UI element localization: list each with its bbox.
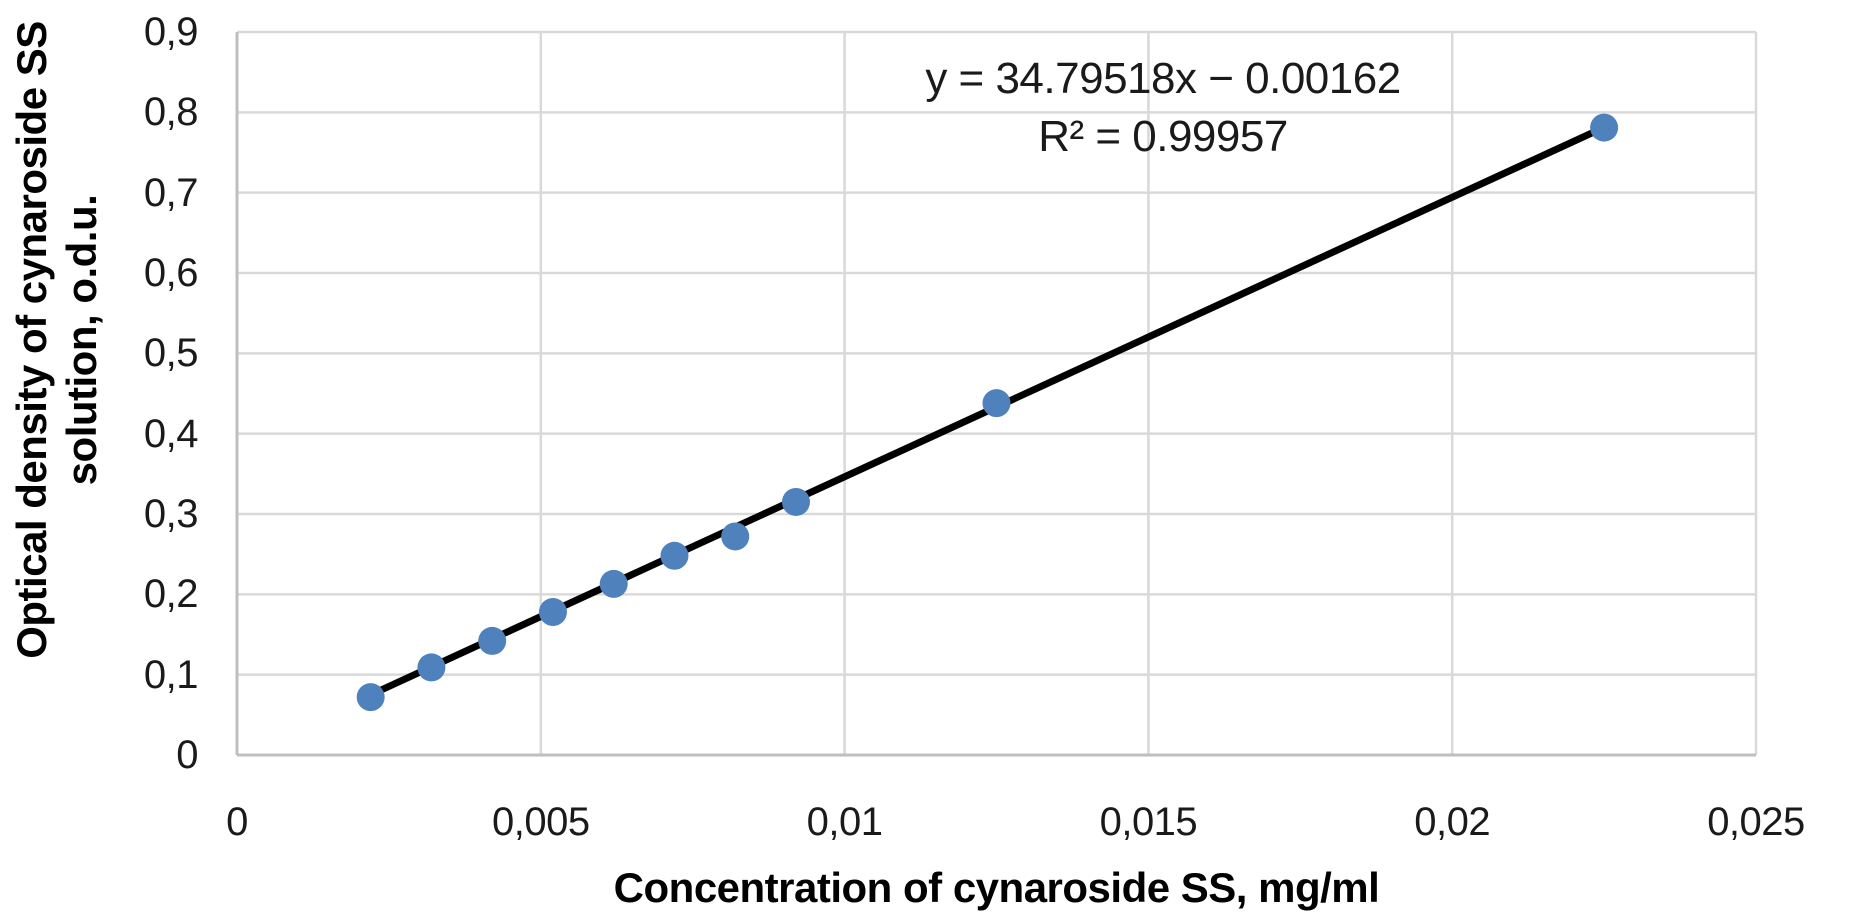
y-tick-label: 0 xyxy=(176,733,198,777)
x-tick-label: 0,02 xyxy=(1414,800,1491,844)
y-tick-label: 0,3 xyxy=(143,492,199,536)
r-squared-text: R² = 0.99957 xyxy=(1038,112,1288,161)
x-tick-label: 0,01 xyxy=(806,800,883,844)
y-tick-label: 0,9 xyxy=(143,10,199,54)
y-tick-label: 0,6 xyxy=(143,251,199,295)
equation-text: y = 34.79518x − 0.00162 xyxy=(925,54,1401,103)
x-tick-label: 0 xyxy=(226,800,248,844)
y-tick-label: 0,7 xyxy=(143,170,199,215)
data-point xyxy=(721,522,750,551)
data-point xyxy=(599,569,628,598)
data-point xyxy=(982,389,1011,418)
trendline-annotation: y = 34.79518x − 0.00162 R² = 0.99957 xyxy=(863,50,1463,166)
x-tick-label: 0,005 xyxy=(491,800,590,844)
x-tick-label: 0,015 xyxy=(1099,800,1198,844)
y-tick-label: 0,1 xyxy=(143,652,199,697)
data-point xyxy=(1590,113,1619,142)
data-point xyxy=(660,541,689,570)
y-tick-label: 0,2 xyxy=(143,572,199,617)
data-point xyxy=(356,683,385,712)
y-tick-label: 0,5 xyxy=(143,331,199,376)
data-point xyxy=(781,487,810,516)
data-point xyxy=(478,626,507,655)
data-point xyxy=(538,598,567,627)
x-tick-label: 0,025 xyxy=(1707,800,1805,844)
x-axis-title: Concentration of cynaroside SS, mg/ml xyxy=(613,864,1380,911)
y-tick-label: 0,8 xyxy=(143,90,199,135)
y-tick-label: 0,4 xyxy=(143,411,199,456)
data-point xyxy=(417,653,446,682)
